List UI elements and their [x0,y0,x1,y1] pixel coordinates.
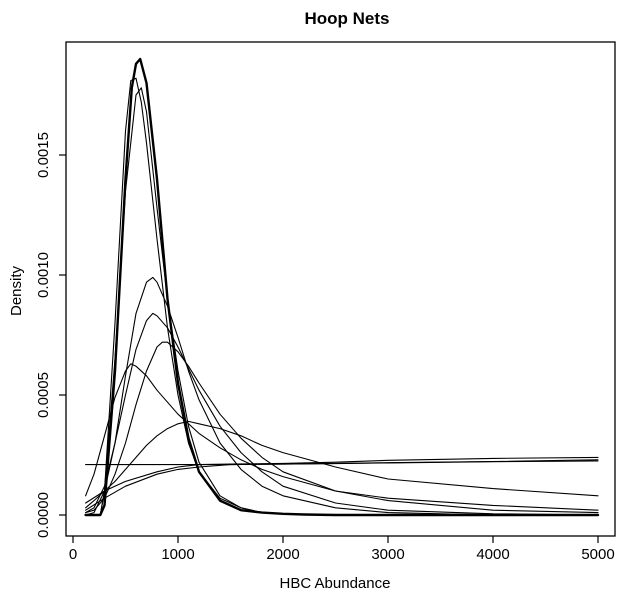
series-line-5 [85,87,599,516]
y-axis: 0.0000 0.0005 0.0010 0.0015 [35,132,66,538]
y-tick-label: 0.0010 [35,252,52,298]
x-axis: 0 1000 2000 3000 4000 5000 [69,536,615,563]
y-tick-label: 0.0000 [35,492,52,538]
x-tick-label: 5000 [581,546,614,563]
x-tick-label: 4000 [476,546,509,563]
x-tick-label: 0 [69,546,77,563]
plot-frame [65,41,616,537]
series-line-8 [85,341,599,514]
series-group [84,57,600,517]
series-line-4 [85,77,599,516]
series-line-6 [85,276,599,516]
series-line-9 [85,363,599,511]
series-line-12 [85,459,599,511]
x-axis-label: HBC Abundance [280,575,391,592]
series-line-13 [85,456,599,504]
x-tick-label: 3000 [371,546,404,563]
x-tick-label: 1000 [161,546,194,563]
y-tick-label: 0.0015 [35,132,52,178]
series-line-10 [85,420,599,509]
series-line-7 [85,312,599,516]
y-axis-label: Density [8,265,25,316]
x-tick-label: 2000 [266,546,299,563]
chart-title: Hoop Nets [305,9,390,28]
y-tick-label: 0.0005 [35,372,52,418]
